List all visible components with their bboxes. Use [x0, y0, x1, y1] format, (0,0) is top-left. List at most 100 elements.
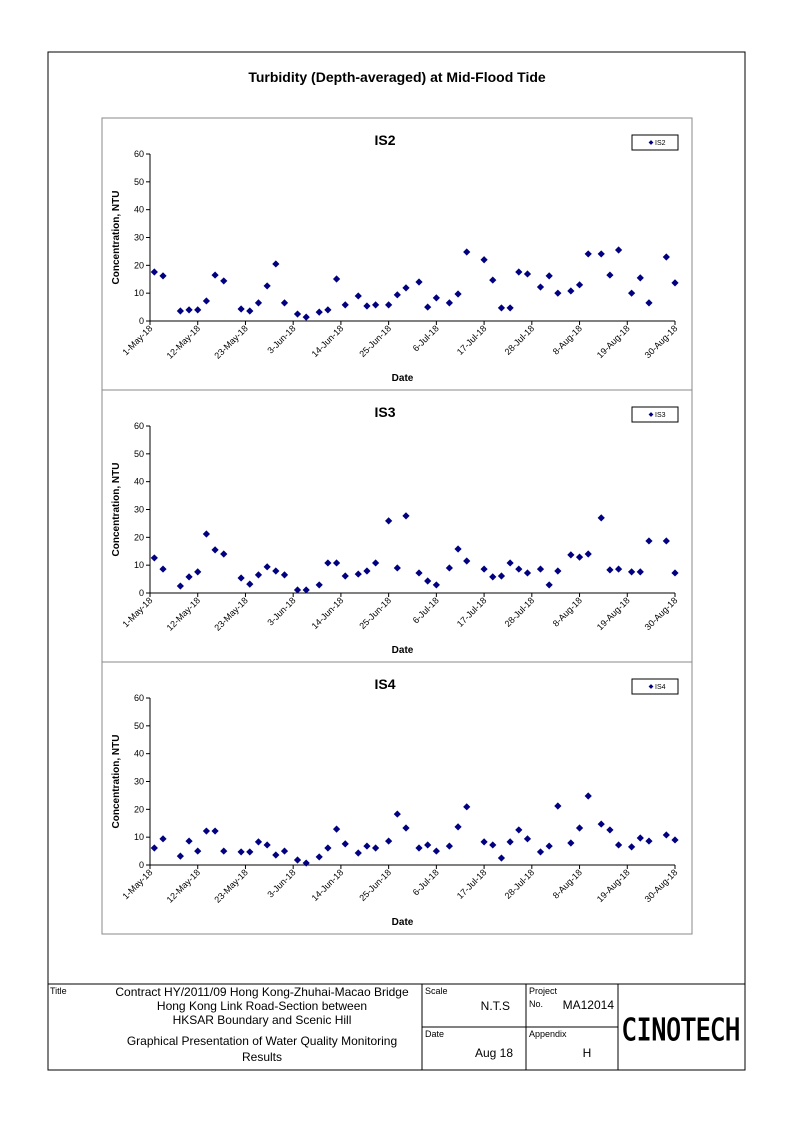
x-tick-label: 14-Jun-18: [310, 323, 346, 359]
appendix: H: [583, 1046, 592, 1060]
data-point: [194, 568, 202, 576]
x-tick-label: 3-Jun-18: [265, 595, 297, 627]
x-tick-label: 23-May-18: [212, 323, 249, 360]
data-point: [606, 826, 614, 834]
label: No.: [529, 999, 543, 1009]
x-tick-label: 6-Jul-18: [411, 323, 441, 353]
x-axis-label: Date: [392, 917, 414, 928]
page-border: [47, 51, 746, 1071]
x-tick-label: 19-Aug-18: [595, 595, 632, 632]
y-axis-label: Concentration, NTU: [111, 735, 122, 829]
data-point: [363, 842, 371, 850]
data-point: [280, 571, 289, 579]
y-tick-label: 60: [134, 421, 144, 431]
data-point: [372, 559, 380, 567]
data-point: [194, 847, 202, 855]
label: Date: [425, 1029, 444, 1039]
data-point: [454, 290, 462, 298]
x-tick-label: 30-Aug-18: [643, 867, 680, 904]
legend-label: IS4: [655, 684, 666, 691]
data-point: [575, 553, 584, 561]
data-point: [515, 565, 523, 573]
data-point: [614, 841, 623, 849]
y-tick-label: 20: [134, 804, 144, 814]
y-tick-label: 40: [134, 749, 144, 759]
date: Aug 18: [475, 1046, 513, 1060]
data-point: [424, 303, 432, 311]
data-point: [584, 792, 592, 800]
data-point: [385, 301, 393, 309]
x-tick-label: 28-Jul-18: [503, 595, 537, 629]
data-point: [402, 512, 410, 520]
data-point: [324, 844, 332, 852]
data-point: [354, 292, 362, 300]
data-point: [671, 836, 679, 844]
data-point: [606, 271, 614, 279]
data-point: [280, 299, 289, 307]
y-tick-label: 30: [134, 505, 144, 515]
x-tick-label: 30-Aug-18: [643, 595, 680, 632]
data-point: [454, 823, 462, 831]
data-point: [575, 281, 584, 289]
data-point: [302, 859, 310, 867]
data-point: [497, 304, 506, 312]
data-point: [415, 569, 423, 577]
data-point: [385, 837, 393, 845]
scale: N.T.S: [481, 999, 510, 1013]
data-point: [159, 272, 167, 280]
x-tick-label: 14-Jun-18: [310, 867, 346, 903]
data-point: [536, 848, 545, 856]
data-point: [176, 852, 184, 860]
data-point: [324, 306, 332, 314]
data-point: [523, 270, 532, 278]
data-point: [424, 841, 432, 849]
data-point: [150, 844, 158, 852]
x-axis-label: Date: [392, 373, 414, 384]
data-point: [185, 837, 193, 845]
data-point: [254, 299, 263, 307]
data-point: [424, 577, 432, 585]
x-tick-label: 1-May-18: [120, 323, 154, 357]
y-tick-label: 10: [134, 560, 144, 570]
data-point: [506, 838, 514, 846]
data-point: [385, 517, 393, 525]
x-tick-label: 3-Jun-18: [265, 867, 297, 899]
legend-box: [631, 678, 679, 695]
data-point: [254, 838, 263, 846]
x-tick-label: 17-Jul-18: [455, 867, 489, 901]
data-point: [315, 581, 323, 589]
data-point: [372, 844, 380, 852]
y-tick-label: 0: [139, 860, 144, 870]
y-tick-label: 50: [134, 721, 144, 731]
data-point: [480, 565, 488, 573]
data-point: [489, 276, 497, 284]
data-point: [636, 274, 644, 282]
data-point: [363, 567, 371, 575]
chart-panel: [101, 661, 693, 935]
y-tick-label: 60: [134, 693, 144, 703]
data-point: [536, 283, 545, 291]
data-point: [341, 572, 349, 580]
label: Title: [50, 986, 67, 996]
data-point: [480, 256, 488, 264]
data-point: [263, 841, 271, 849]
data-point: [246, 580, 254, 588]
data-point: [645, 537, 653, 545]
project-no: MA12014: [563, 998, 615, 1012]
data-point: [185, 306, 193, 314]
data-point: [202, 297, 211, 305]
chart-title: IS3: [374, 404, 395, 420]
data-point: [341, 840, 349, 848]
data-point: [567, 551, 575, 559]
data-point: [194, 306, 202, 314]
x-tick-label: 6-Jul-18: [411, 867, 441, 897]
x-axis-label: Date: [392, 645, 414, 656]
data-point: [185, 573, 193, 581]
data-point: [584, 250, 592, 258]
data-point: [246, 307, 254, 315]
label: Appendix: [529, 1029, 567, 1039]
data-point: [159, 565, 167, 573]
data-point: [523, 569, 532, 577]
data-point: [554, 802, 562, 810]
data-point: [220, 550, 228, 558]
